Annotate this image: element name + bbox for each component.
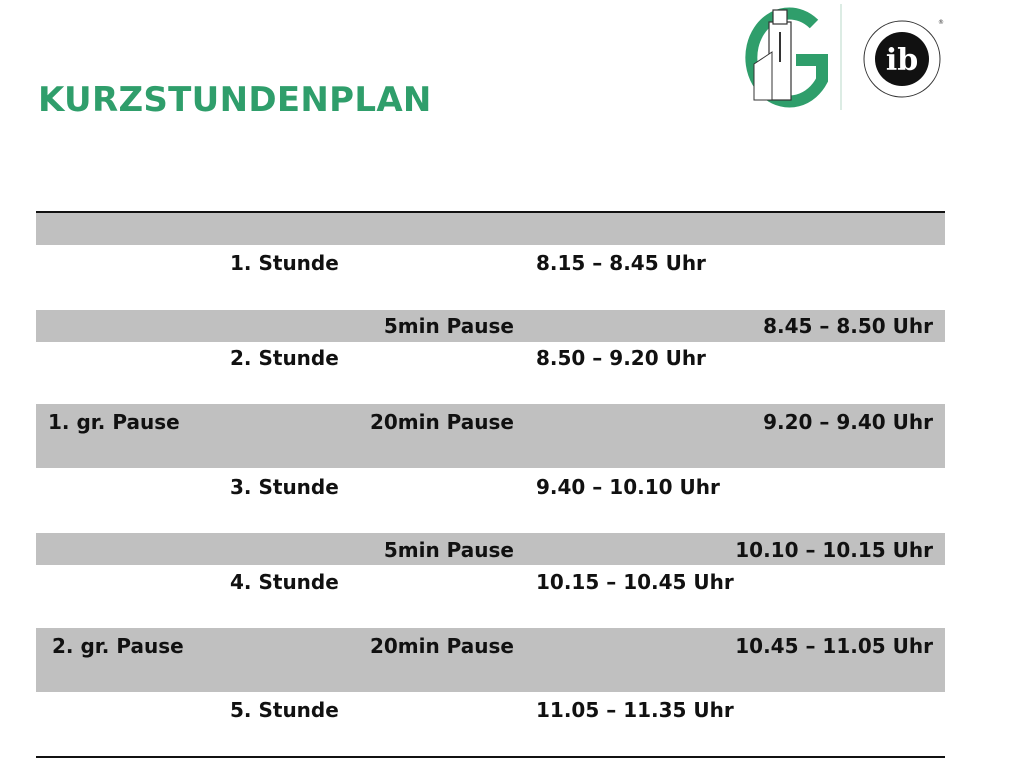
table-row: 3. Stunde 9.40 – 10.10 Uhr — [36, 468, 945, 533]
period-time: 8.45 – 8.50 Uhr — [763, 314, 933, 338]
table-row: 5min Pause 10.10 – 10.15 Uhr — [36, 533, 945, 565]
table-row: 1. Stunde 8.15 – 8.45 Uhr — [36, 245, 945, 310]
table-row: 4. Stunde 10.15 – 10.45 Uhr — [36, 565, 945, 628]
period-time: 10.10 – 10.15 Uhr — [735, 538, 933, 562]
period-time: 8.15 – 8.45 Uhr — [536, 251, 706, 275]
period-name: 1. Stunde — [230, 251, 339, 275]
row-label: 2. gr. Pause — [52, 634, 184, 658]
table-row — [36, 213, 945, 245]
period-name: 2. Stunde — [230, 346, 339, 370]
period-name: 5min Pause — [383, 538, 514, 562]
svg-text:ib: ib — [886, 43, 918, 78]
period-time: 10.15 – 10.45 Uhr — [536, 570, 734, 594]
period-name: 4. Stunde — [230, 570, 339, 594]
period-name: 5min Pause — [383, 314, 514, 338]
table-row: 5. Stunde 11.05 – 11.35 Uhr — [36, 692, 945, 756]
period-time: 10.45 – 11.05 Uhr — [735, 634, 933, 658]
period-time: 11.05 – 11.35 Uhr — [536, 698, 734, 722]
period-time: 8.50 – 9.20 Uhr — [536, 346, 706, 370]
ib-world-school-logo-icon: ib ® — [863, 19, 944, 98]
table-top-rule — [36, 211, 945, 213]
table-row: 1. gr. Pause 20min Pause 9.20 – 9.40 Uhr — [36, 404, 945, 468]
school-logos: ib ® — [745, 4, 944, 110]
period-name: 20min Pause — [369, 410, 514, 434]
table-bottom-rule — [36, 756, 945, 758]
period-name: 20min Pause — [369, 634, 514, 658]
table-row: 2. gr. Pause 20min Pause 10.45 – 11.05 Uhr — [36, 628, 945, 692]
svg-text:®: ® — [938, 19, 944, 26]
page-title: KURZSTUNDENPLAN — [38, 80, 432, 120]
period-time: 9.40 – 10.10 Uhr — [536, 475, 720, 499]
period-time: 9.20 – 9.40 Uhr — [763, 410, 933, 434]
period-name: 3. Stunde — [230, 475, 339, 499]
period-name: 5. Stunde — [230, 698, 339, 722]
school-g-logo-icon — [745, 7, 828, 108]
table-row: 2. Stunde 8.50 – 9.20 Uhr — [36, 342, 945, 404]
table-row: 5min Pause 8.45 – 8.50 Uhr — [36, 310, 945, 342]
row-label: 1. gr. Pause — [48, 410, 180, 434]
